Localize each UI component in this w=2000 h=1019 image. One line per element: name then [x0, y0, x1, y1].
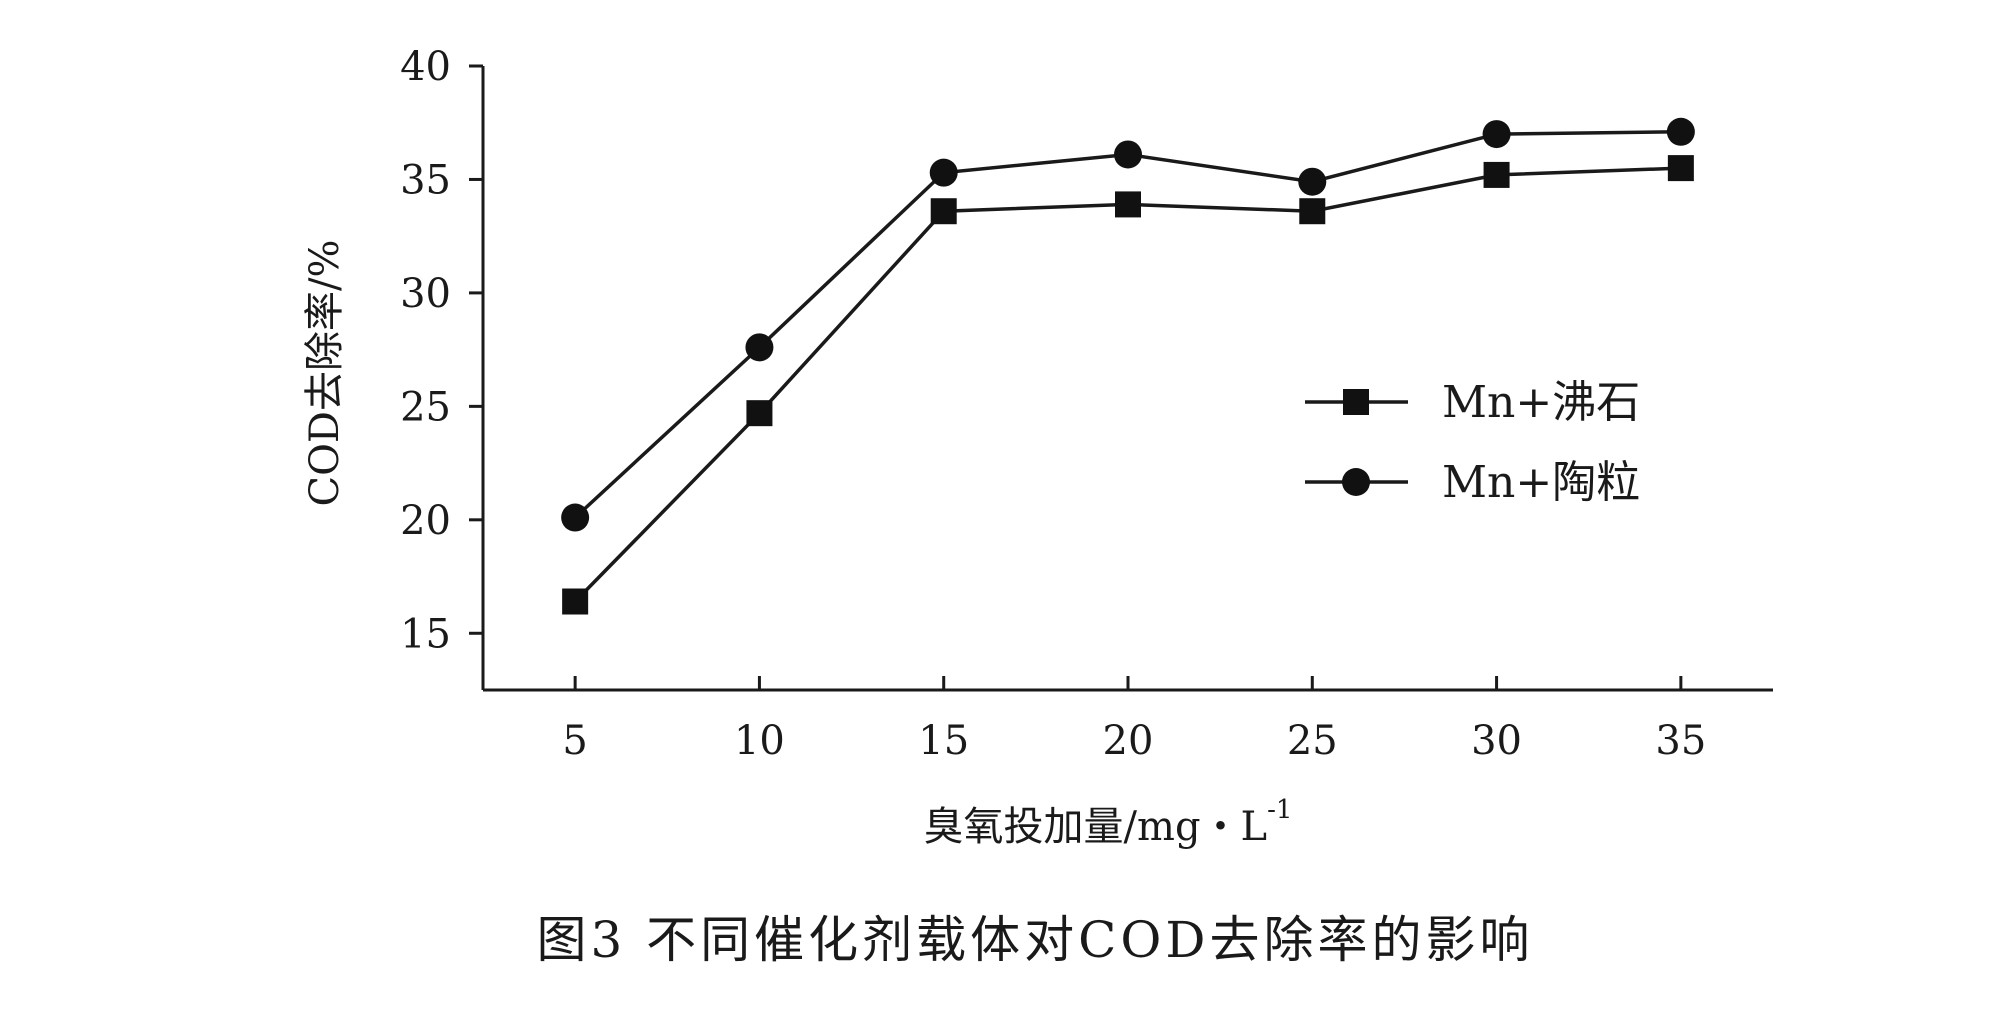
circle-marker: [561, 503, 590, 532]
circle-marker: [1482, 120, 1511, 149]
square-marker: [1299, 198, 1326, 225]
x-tick-label: 35: [1655, 718, 1706, 764]
circle-marker: [1666, 117, 1695, 146]
circle-marker: [1298, 167, 1327, 196]
figure-caption: 图3 不同催化剂载体对COD去除率的影响: [536, 911, 1533, 969]
x-tick-label: 15: [918, 718, 969, 764]
y-tick-label: 40: [400, 44, 451, 90]
circle-marker: [929, 158, 958, 187]
square-marker: [930, 198, 957, 225]
legend-marker: [1343, 389, 1369, 415]
y-tick-label: 20: [400, 498, 451, 544]
legend-label: Mn+陶粒: [1442, 457, 1640, 508]
legend-marker: [1342, 468, 1370, 496]
y-tick-label: 30: [400, 271, 451, 317]
legend-label: Mn+沸石: [1442, 377, 1640, 428]
circle-marker: [1114, 140, 1142, 169]
y-tick-label: 35: [400, 157, 451, 203]
square-marker: [1483, 161, 1510, 188]
x-tick-label: 5: [562, 718, 587, 764]
square-marker: [562, 588, 589, 615]
plot-series: [561, 117, 1695, 615]
legend: Mn+沸石 Mn+陶粒: [1305, 377, 1640, 508]
square-marker: [746, 400, 773, 427]
y-ticks: 15 20 25 30 35 40: [400, 44, 483, 657]
y-axis-label: COD去除率/%: [302, 240, 348, 507]
axes: 15 20 25 30 35 40 5 10 15 20 25 30 35: [400, 44, 1773, 764]
x-tick-label: 10: [734, 718, 785, 764]
x-axis-label-superscript: -1: [1267, 795, 1292, 825]
x-tick-label: 20: [1103, 718, 1154, 764]
x-axis-label-text: 臭氧投加量/mg・L: [924, 804, 1268, 850]
square-marker: [1667, 155, 1694, 182]
x-tick-label: 25: [1287, 718, 1338, 764]
series-group: [562, 155, 1694, 615]
x-tick-label: 30: [1471, 718, 1522, 764]
y-tick-label: 25: [400, 384, 451, 430]
series-group: [561, 117, 1695, 532]
square-marker: [1115, 191, 1141, 218]
circle-marker: [745, 333, 774, 362]
y-tick-label: 15: [400, 611, 451, 657]
x-ticks: 5 10 15 20 25 30 35: [562, 676, 1706, 764]
x-axis-label: 臭氧投加量/mg・L-1: [924, 795, 1293, 850]
